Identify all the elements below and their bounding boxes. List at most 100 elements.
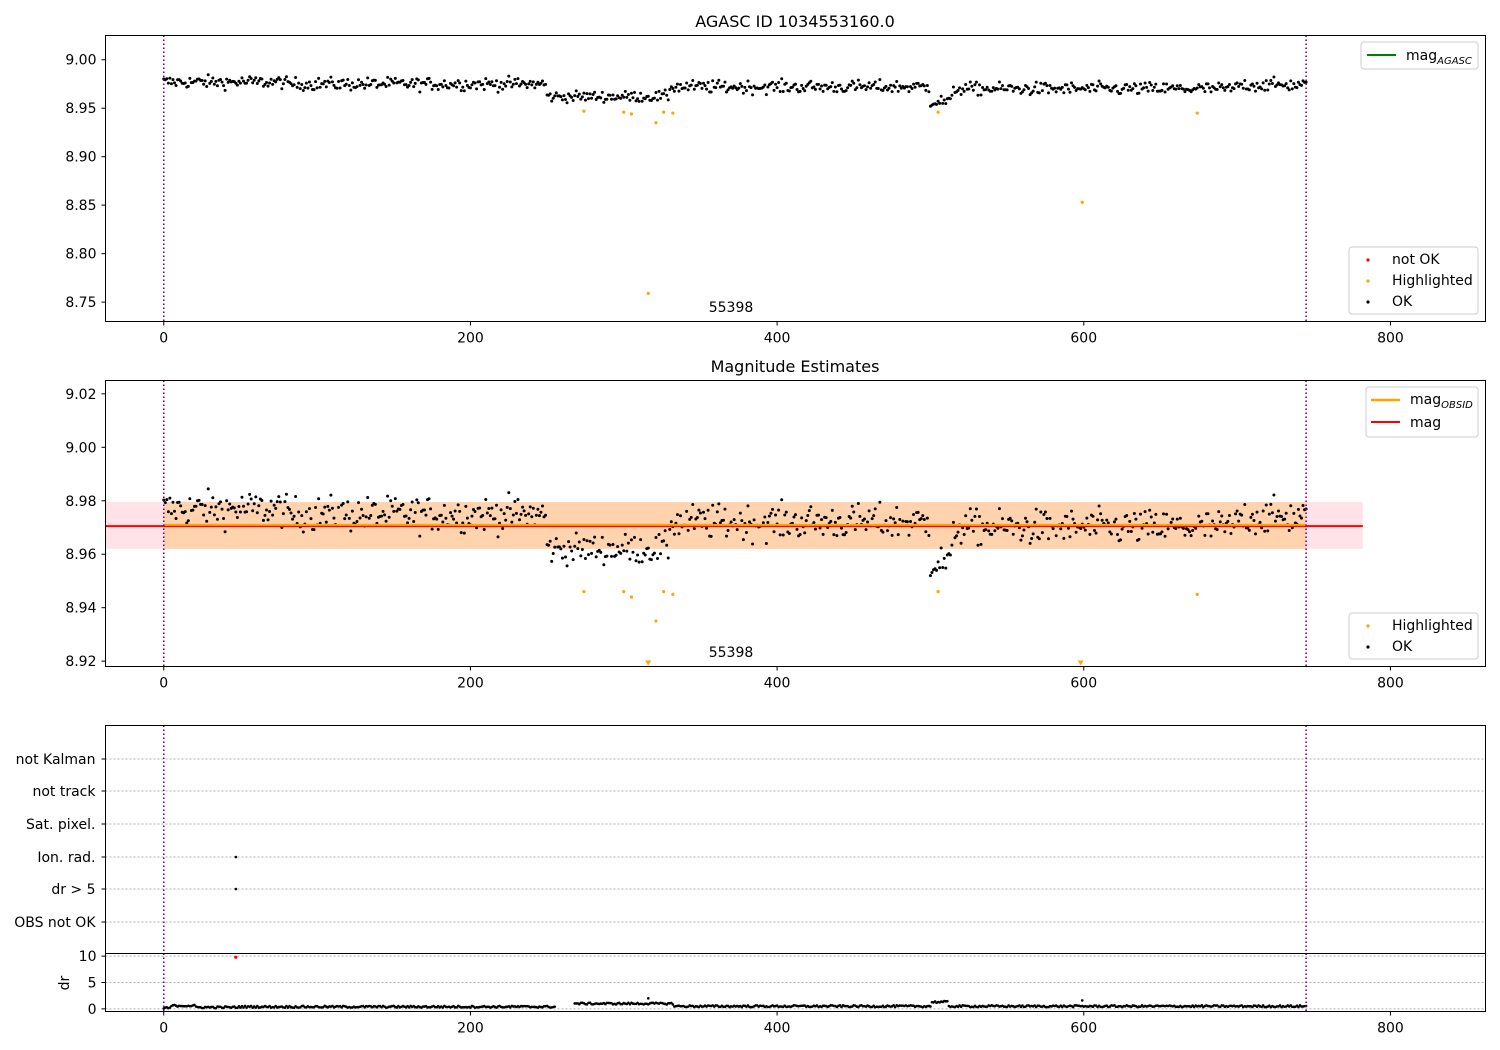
flag-category-label: not Kalman [16,752,96,768]
ok-point [1083,88,1087,92]
ok-point [633,90,636,94]
ok-point [169,512,173,516]
ok-point [1071,517,1075,521]
ok-point [890,90,894,94]
ok-point [490,80,494,84]
ok-point [1260,87,1264,91]
ok-point [1249,515,1253,519]
highlighted-point [654,619,658,623]
ok-point [222,84,226,88]
ok-point [464,79,468,83]
panel-dr-ylabel: dr [57,975,73,990]
ok-point [268,509,272,513]
ok-point [1131,87,1135,91]
ok-point [580,548,584,552]
ok-point [297,81,301,85]
ok-point [508,80,512,84]
ok-point [504,84,508,88]
ok-point [577,92,581,96]
ok-point [1266,88,1270,92]
ok-point [202,82,206,86]
ok-point [548,92,552,96]
ok-point [935,568,939,572]
ok-point [436,87,440,91]
ok-point [639,538,643,542]
ok-point [679,83,682,87]
ok-point [974,80,978,84]
ok-point [970,518,974,522]
ok-point [544,513,548,517]
ok-point [867,81,871,85]
ok-point [748,520,751,524]
ok-point [571,98,575,102]
ok-point [441,520,445,524]
ok-point [294,76,298,80]
ok-point [1304,80,1308,84]
ok-point [268,81,272,85]
ok-point [502,82,506,86]
ok-point [1277,509,1280,513]
ok-point [1200,519,1204,523]
ok-point [766,520,770,524]
ok-point [363,86,367,90]
ok-point [731,86,735,90]
ok-point [514,511,518,515]
ok-point [554,91,558,95]
ok-point [1140,526,1144,530]
ok-point [215,84,219,88]
ok-point [588,539,592,543]
legend-not-ok-marker [1366,258,1370,262]
ok-point [763,515,767,519]
ok-point [1005,88,1009,92]
ok-point [1042,512,1046,516]
dr-point [243,1004,247,1008]
ok-point [295,85,299,89]
ok-point [964,514,968,518]
ok-point [413,81,417,85]
ok-point [616,545,620,549]
ok-point [944,102,948,106]
ok-point [1010,519,1014,523]
ok-point [830,508,834,512]
ok-point [637,560,641,564]
highlighted-point [671,592,675,596]
ok-point [1261,81,1265,85]
y-tick-label: 9.00 [65,53,96,69]
ok-point [366,495,370,499]
ok-point [393,497,397,501]
ok-point [525,86,529,90]
ok-point [856,78,860,82]
ok-point [935,102,939,106]
ok-point [1287,88,1291,92]
ok-point [744,530,748,534]
ok-point [580,95,584,99]
ok-point [896,533,900,537]
legend-mag-ok-marker [1366,645,1370,649]
ok-point [703,84,707,88]
ok-point [1011,532,1015,536]
ok-point [412,519,416,523]
ok-point [1083,528,1087,532]
ok-point [858,514,862,518]
ok-point [1152,521,1156,525]
x-tick-label: 200 [457,676,484,692]
ok-point [820,84,824,88]
ok-point [1060,85,1064,89]
ok-point [416,78,420,82]
ok-point [740,519,744,523]
ok-point [625,549,629,553]
ok-point [277,495,281,499]
ok-point [309,84,313,88]
ok-point [1070,81,1073,85]
ok-point [938,101,942,105]
dr-not-ok-point [234,955,238,959]
ok-point [528,505,532,509]
legend-mag-highlighted-marker [1366,624,1370,628]
ok-point [629,91,633,95]
x-tick-label: 0 [159,331,168,347]
ok-point [1097,504,1101,508]
ok-point [338,86,342,90]
ok-point [683,86,687,90]
ok-point [188,497,192,501]
ok-point [473,81,477,85]
